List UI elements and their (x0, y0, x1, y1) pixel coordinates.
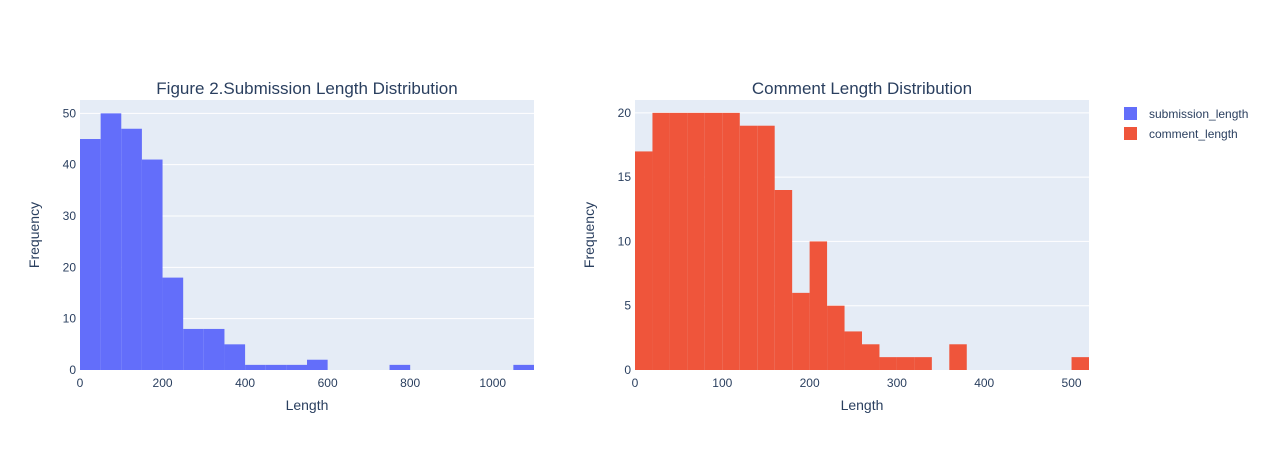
histogram-bar[interactable] (1071, 357, 1089, 370)
x-tick-label: 1000 (479, 376, 506, 390)
y-tick-label: 10 (63, 312, 77, 326)
histogram-bar[interactable] (896, 357, 915, 370)
legend-label[interactable]: submission_length (1149, 107, 1248, 121)
histogram-bar[interactable] (652, 112, 670, 370)
histogram-bar[interactable] (792, 292, 810, 370)
histogram-bar[interactable] (774, 190, 793, 370)
x-tick-label: 0 (77, 376, 84, 390)
x-tick-label: 500 (1062, 376, 1082, 390)
y-axis-title: Frequency (26, 202, 42, 268)
y-tick-label: 0 (69, 363, 76, 377)
x-axis-title: Length (841, 397, 884, 413)
x-axis-title: Length (286, 397, 329, 413)
legend-label[interactable]: comment_length (1149, 127, 1238, 141)
x-tick-label: 300 (887, 376, 907, 390)
x-tick-label: 200 (153, 376, 173, 390)
y-tick-label: 0 (624, 363, 631, 377)
y-tick-label: 10 (618, 234, 632, 248)
histogram-bar[interactable] (722, 112, 740, 370)
histogram-bar[interactable] (862, 344, 880, 370)
submission-length-chart: 0 10 20 30 40 50 0 200 400 600 800 1000 Figure 2.Sub… (26, 79, 534, 413)
histogram-bar[interactable] (141, 159, 163, 370)
x-tick-label: 600 (318, 376, 338, 390)
histogram-bar[interactable] (687, 112, 705, 370)
histogram-bar[interactable] (827, 305, 845, 370)
x-tick-label: 200 (800, 376, 820, 390)
histogram-bar[interactable] (121, 128, 142, 370)
histogram-bar[interactable] (949, 344, 967, 370)
legend-item-comment-length[interactable]: comment_length (1124, 127, 1238, 141)
legend-item-submission-length[interactable]: submission_length (1124, 107, 1248, 121)
y-tick-label: 30 (63, 209, 77, 223)
histogram-bar[interactable] (80, 139, 101, 370)
legend[interactable]: submission_length comment_length (1124, 107, 1248, 141)
y-tick-label: 15 (618, 170, 632, 184)
histogram-bar[interactable] (286, 364, 307, 370)
y-tick-label: 5 (624, 299, 631, 313)
histogram-bar[interactable] (203, 328, 225, 370)
legend-swatch[interactable] (1124, 107, 1137, 120)
histogram-bar[interactable] (635, 151, 653, 370)
histogram-bar[interactable] (739, 125, 758, 370)
x-tick-label: 400 (235, 376, 255, 390)
y-tick-label: 20 (618, 106, 632, 120)
histogram-bar[interactable] (704, 112, 723, 370)
histogram-bar[interactable] (513, 364, 534, 370)
histogram-bar[interactable] (224, 344, 246, 370)
histogram-bar[interactable] (914, 357, 932, 370)
chart-title: Figure 2.Submission Length Distribution (156, 79, 457, 98)
histogram-bar[interactable] (757, 125, 775, 370)
legend-swatch[interactable] (1124, 127, 1137, 140)
x-tick-label: 800 (400, 376, 420, 390)
histogram-bar[interactable] (389, 364, 411, 370)
histogram-bar[interactable] (265, 364, 287, 370)
chart-title: Comment Length Distribution (752, 79, 972, 98)
y-axis-title: Frequency (581, 202, 597, 268)
histogram-bar[interactable] (844, 331, 862, 370)
histogram-bar[interactable] (162, 277, 184, 370)
y-tick-label: 20 (63, 260, 77, 274)
histogram-bar[interactable] (183, 328, 204, 370)
histogram-bar[interactable] (307, 359, 328, 370)
x-tick-label: 100 (712, 376, 732, 390)
histogram-bar[interactable] (809, 241, 828, 370)
y-tick-label: 50 (63, 106, 77, 120)
histogram-bar[interactable] (245, 364, 266, 370)
histogram-bar[interactable] (669, 112, 688, 370)
x-tick-label: 0 (632, 376, 639, 390)
histogram-bar[interactable] (100, 113, 122, 370)
y-tick-label: 40 (63, 158, 77, 172)
histogram-bar[interactable] (879, 357, 897, 370)
x-tick-label: 400 (974, 376, 994, 390)
